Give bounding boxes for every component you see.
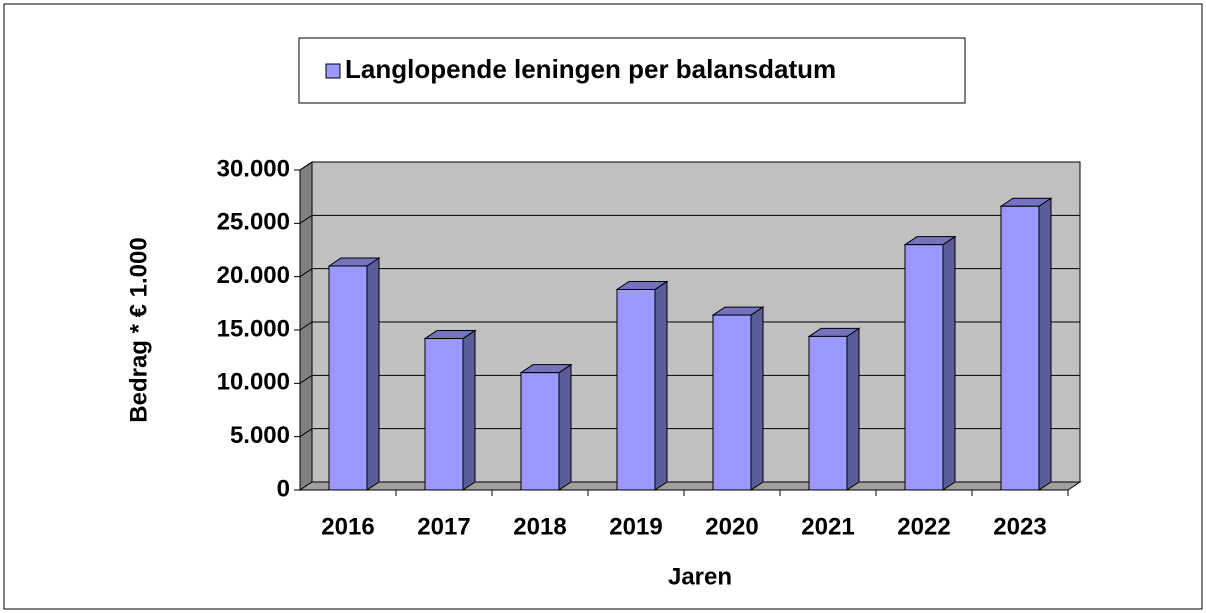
bar-side (366, 257, 380, 491)
bar-side (654, 280, 668, 491)
grid-line (299, 268, 1080, 278)
bar (520, 372, 560, 491)
grid-line (299, 214, 1080, 224)
y-tick-label: 25.000 (217, 209, 290, 236)
y-tick-label: 10.000 (217, 369, 290, 396)
bar-side (846, 327, 860, 491)
bar-side (558, 363, 572, 491)
y-tick-label: 15.000 (217, 315, 290, 342)
y-tick-label: 20.000 (217, 262, 290, 289)
bar (904, 244, 944, 491)
y-tick-label: 30.000 (217, 155, 290, 182)
x-tick-label: 2016 (321, 513, 374, 540)
bar-side (462, 329, 476, 491)
grid-line (299, 321, 1080, 331)
legend-swatch (325, 63, 341, 79)
x-tick-label: 2018 (513, 513, 566, 540)
x-tick-label: 2023 (993, 513, 1046, 540)
bar-side (942, 235, 956, 491)
x-tick-label: 2019 (609, 513, 662, 540)
legend-label: Langlopende leningen per balansdatum (345, 54, 836, 84)
bar-side (1038, 197, 1052, 491)
x-tick-label: 2021 (801, 513, 854, 540)
x-axis-title: Jaren (668, 563, 732, 590)
y-tick-label: 0 (277, 475, 290, 502)
bar (328, 265, 368, 491)
bar (712, 314, 752, 491)
bar (424, 338, 464, 491)
bar (616, 288, 656, 491)
legend (298, 37, 966, 104)
grid-line (299, 161, 1080, 171)
bar-side (750, 306, 764, 491)
bar (1000, 205, 1040, 491)
y-tick-label: 5.000 (230, 422, 290, 449)
floor (298, 481, 1082, 491)
x-tick-label: 2022 (897, 513, 950, 540)
x-tick-label: 2020 (705, 513, 758, 540)
y-axis-title: Bedrag * € 1.000 (125, 237, 152, 422)
bar (808, 335, 848, 491)
x-tick-label: 2017 (417, 513, 470, 540)
